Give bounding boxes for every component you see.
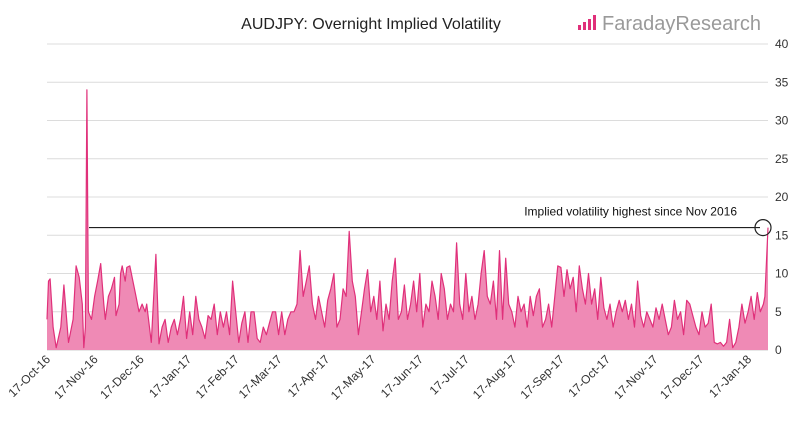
highlight-circle xyxy=(754,219,772,237)
y-tick-label: 10 xyxy=(775,267,789,281)
chart-title: AUDJPY: Overnight Implied Volatility xyxy=(241,16,501,33)
logo-text-research: Research xyxy=(675,13,761,35)
brand-logo: FaradayResearch xyxy=(578,13,761,35)
y-tick-label: 40 xyxy=(775,37,789,51)
series-line xyxy=(46,89,769,349)
y-tick-label: 35 xyxy=(775,75,789,89)
series-area xyxy=(46,89,769,351)
annotation-group: Implied volatility highest since Nov 201… xyxy=(89,205,772,237)
annotation-text: Implied volatility highest since Nov 201… xyxy=(524,205,737,219)
logo-text-faraday: Faraday xyxy=(602,13,675,35)
y-tick-label: 25 xyxy=(775,152,789,166)
y-axis: 0 5 10 15 20 25 30 35 40 xyxy=(775,37,789,357)
svg-text:FaradayResearch: FaradayResearch xyxy=(602,13,761,35)
y-tick-label: 0 xyxy=(775,343,782,357)
y-tick-label: 5 xyxy=(775,305,782,319)
y-tick-label: 20 xyxy=(775,190,789,204)
y-tick-label: 15 xyxy=(775,228,789,242)
logo-bars-icon xyxy=(578,15,596,30)
y-tick-label: 30 xyxy=(775,114,789,128)
